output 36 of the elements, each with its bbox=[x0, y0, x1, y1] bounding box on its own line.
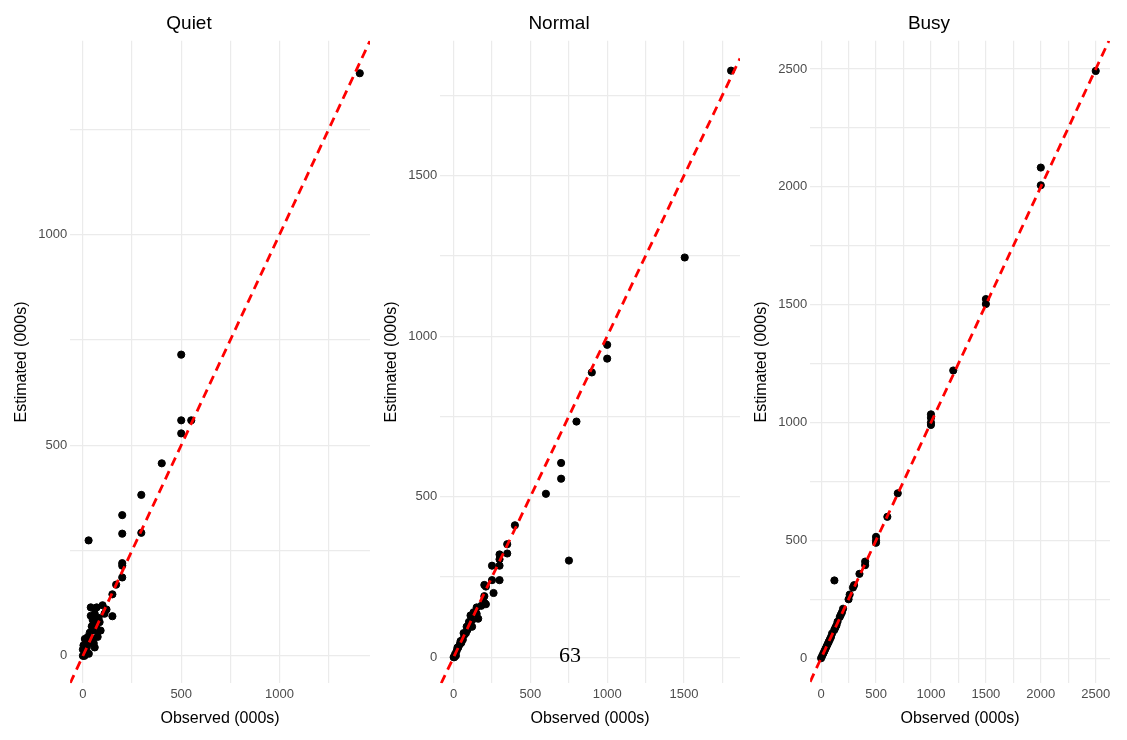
x-tick-label: 500 bbox=[170, 685, 193, 701]
x-tick-label: 0 bbox=[450, 685, 458, 701]
y-tick-label: 1500 bbox=[408, 167, 438, 183]
y-tick-label: 500 bbox=[45, 436, 68, 452]
y-tick-label: 0 bbox=[429, 648, 438, 664]
annotation: 63 bbox=[559, 641, 582, 667]
y-tick-label: 2500 bbox=[778, 60, 808, 76]
x-tick-label: 500 bbox=[519, 685, 542, 701]
y-tick-label: 1000 bbox=[778, 414, 808, 430]
x-tick-label: 2500 bbox=[1081, 685, 1111, 701]
y-tick-label: 0 bbox=[799, 649, 808, 665]
x-tick-label: 1000 bbox=[916, 685, 946, 701]
y-tick-label: 0 bbox=[59, 647, 68, 663]
y-axis-title: Estimated (000s) bbox=[12, 301, 30, 423]
x-tick-label: 500 bbox=[865, 685, 887, 701]
x-tick-label: 0 bbox=[817, 685, 825, 701]
x-tick-label: 2000 bbox=[1026, 685, 1056, 701]
x-tick-label: 1000 bbox=[265, 685, 295, 701]
chart-title: Normal bbox=[528, 11, 590, 33]
x-tick-label: 1000 bbox=[592, 685, 622, 701]
y-tick-label: 500 bbox=[785, 531, 808, 547]
x-axis-title: Observed (000s) bbox=[530, 708, 650, 726]
y-tick-label: 1000 bbox=[408, 327, 438, 343]
x-axis-title: Observed (000s) bbox=[900, 708, 1020, 726]
x-axis-title: Observed (000s) bbox=[160, 708, 280, 726]
chart-title: Quiet bbox=[166, 11, 213, 33]
y-tick-label: 500 bbox=[415, 488, 438, 504]
x-tick-label: 0 bbox=[79, 685, 87, 701]
x-tick-label: 1500 bbox=[669, 685, 699, 701]
x-tick-label: 1500 bbox=[971, 685, 1001, 701]
y-tick-label: 2000 bbox=[778, 178, 808, 194]
y-tick-label: 1000 bbox=[38, 226, 68, 242]
chart-title: Busy bbox=[907, 11, 951, 33]
y-tick-label: 1500 bbox=[778, 296, 808, 312]
y-axis-title: Estimated (000s) bbox=[382, 301, 400, 423]
y-axis-title: Estimated (000s) bbox=[752, 301, 770, 423]
